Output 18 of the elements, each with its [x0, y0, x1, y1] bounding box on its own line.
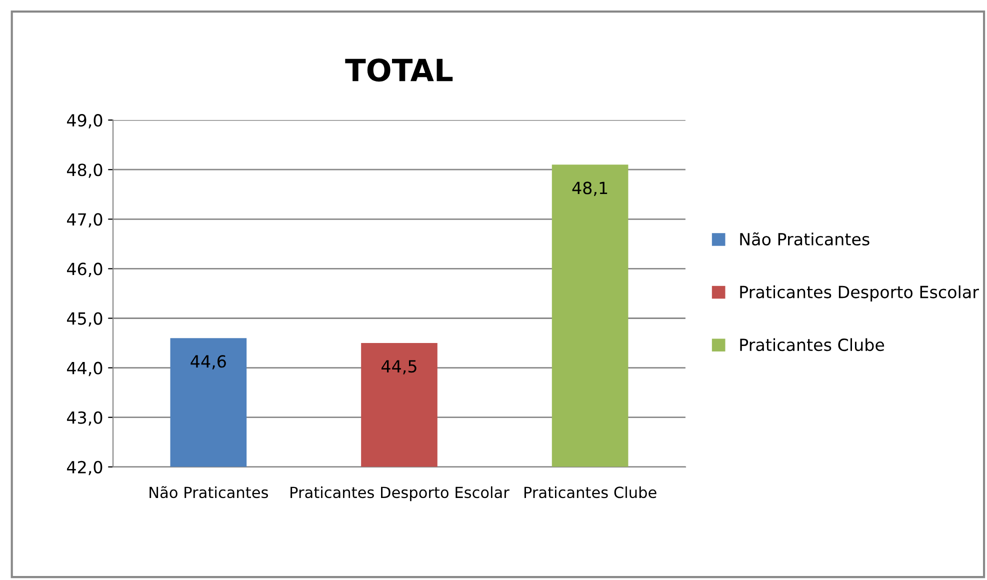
- y-tick-label: 48,0: [66, 164, 102, 178]
- data-label: 44,5: [382, 360, 416, 374]
- x-tick-label: Não Praticantes: [150, 486, 268, 498]
- y-tick-label: 44,0: [66, 362, 102, 376]
- x-tick-label: Praticantes Clube: [524, 486, 656, 498]
- legend-label: Não Praticantes: [740, 232, 870, 246]
- y-tick-label: 47,0: [66, 213, 102, 228]
- y-tick-label: 42,0: [66, 460, 102, 476]
- data-label: 44,6: [190, 355, 226, 370]
- legend-label: Praticantes Desporto Escolar: [740, 285, 979, 302]
- y-tick-label: 43,0: [66, 411, 102, 426]
- data-label: 48,1: [572, 182, 608, 196]
- legend-label: Praticantes Clube: [740, 338, 884, 352]
- y-tick-label: 49,0: [66, 114, 102, 128]
- x-tick-label: Praticantes Desporto Escolar: [290, 486, 510, 502]
- y-tick-label: 46,0: [66, 262, 102, 277]
- chart-title: TOTAL: [345, 58, 453, 82]
- y-tick-label: 45,0: [66, 312, 102, 327]
